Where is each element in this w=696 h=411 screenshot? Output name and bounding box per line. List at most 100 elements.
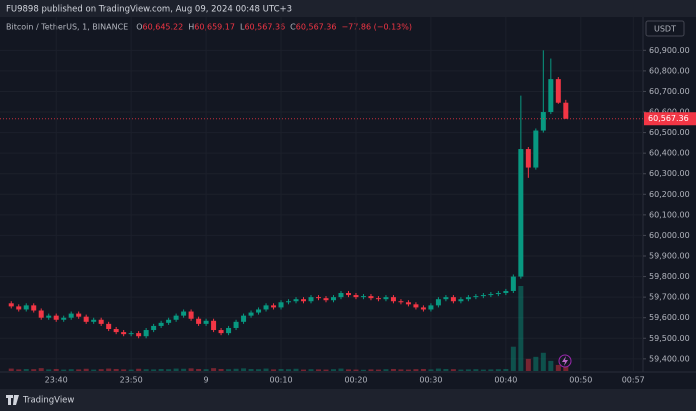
y-tick-label: 59,600.00 [649,313,690,322]
candle-body [211,320,217,331]
candle-body [91,319,97,322]
volume-bar [211,368,217,371]
last-price-box [644,112,696,126]
volume-bar [173,368,179,371]
volume-bar [46,369,52,371]
volume-bar [286,369,292,371]
candle-body [450,297,456,302]
volume-bar [98,369,104,371]
candle-body [31,305,37,311]
volume-bar [428,369,434,371]
candle-body [473,296,479,298]
volume-bar [151,369,157,371]
y-tick-label: 59,900.00 [649,251,690,260]
volume-bar [203,369,209,371]
volume-bar [263,368,269,371]
candle-body [293,299,299,302]
candle-body [218,330,224,334]
volume-bar [375,369,381,371]
volume-bar [38,368,44,371]
candle-body [405,302,411,305]
candle-body [256,309,262,313]
candle-body [555,79,561,103]
header-bar [0,0,696,17]
footer-bar [0,389,696,411]
volume-bar [330,369,336,371]
candle-body [375,298,381,300]
candle-body [540,112,546,131]
candle-body [323,298,329,301]
candle-body [525,149,531,168]
candle-body [316,297,322,299]
candle-body [98,319,104,324]
volume-bar [68,369,74,371]
volume-bar [158,368,164,371]
x-tick-label: 00:30 [419,376,442,385]
volume-bar [443,368,449,371]
candle-body [488,294,494,296]
candle-body [495,293,501,295]
x-tick-label: 00:50 [569,376,592,385]
candle-body [46,315,52,318]
candle-body [203,320,209,324]
y-tick-label: 60,400.00 [649,149,690,158]
volume-bar [563,366,569,371]
candle-body [345,293,351,296]
volume-bar [61,369,67,371]
legend-symbol: Bitcoin / TetherUS, 1, BINANCE [6,23,128,32]
x-tick-label: 23:40 [45,376,68,385]
legend-value: 60,645.22 [143,23,184,32]
volume-bar [301,369,307,371]
x-tick-label: 00:57 [622,376,645,385]
volume-bar [473,369,479,371]
candle-body [443,297,449,300]
y-tick-label: 60,200.00 [649,190,690,199]
y-tick-label: 59,800.00 [649,272,690,281]
candle-body [83,316,89,322]
volume-bar [383,369,389,371]
volume-bar [181,368,187,371]
volume-bar [353,369,359,371]
candle-body [68,313,74,318]
candle-body [61,317,67,320]
alert-bolt [562,356,568,366]
legend-change: −77.86 (−0.13%) [341,23,412,32]
volume-bar [128,369,134,371]
volume-bar [338,368,344,371]
currency-box [645,20,685,37]
volume-bar [106,368,112,371]
candle-body [503,290,509,294]
volume-bar [316,369,322,371]
volume-bar [233,368,239,371]
volume-bar [278,368,284,371]
candle-body [226,327,232,334]
candle-body [480,295,486,297]
candle-body [398,301,404,303]
candle-body [128,333,134,335]
candle-body [330,297,336,301]
candle-body [533,130,539,168]
volume-bar [196,368,202,371]
candle-body [368,296,374,299]
volume-bar [218,368,224,371]
legend: Bitcoin / TetherUS, 1, BINANCE O 60,645.22… [6,23,412,32]
candle-body [458,299,464,302]
candle-body [113,329,119,333]
y-tick-label: 60,800.00 [649,66,690,75]
candle-body [181,311,187,316]
legend-key: H [188,23,194,32]
x-tick-label: 9 [204,376,209,385]
candle-body [278,302,284,308]
y-tick-label: 60,700.00 [649,87,690,96]
x-tick-label: 23:50 [120,376,143,385]
volume-bar [540,352,546,371]
candle-body [420,307,426,310]
candle-body [563,102,569,119]
plot: 59,400.00 59,500.00 59,600.00 59,700.00 59,8… [0,17,696,385]
volume-bar [525,358,531,371]
volume-bar [16,369,22,371]
candle-body [413,304,419,308]
y-tick-label: 60,900.00 [649,46,690,55]
